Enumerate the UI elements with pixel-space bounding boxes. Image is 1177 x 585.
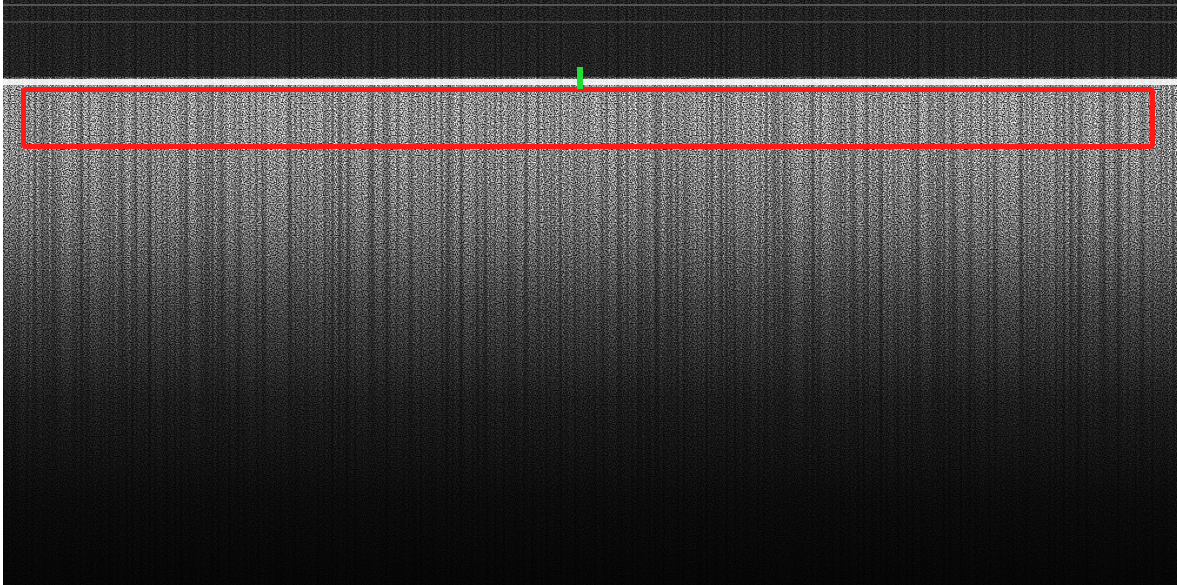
artifact-line xyxy=(0,4,1177,6)
page: Scan image {} html, body { margin: 0; pa… xyxy=(0,0,1177,585)
surface-line xyxy=(0,79,1177,85)
left-border xyxy=(0,0,3,585)
body xyxy=(0,0,1177,585)
position-marker xyxy=(577,67,583,89)
artifact-line xyxy=(0,21,1177,23)
scan-image xyxy=(0,0,1177,585)
